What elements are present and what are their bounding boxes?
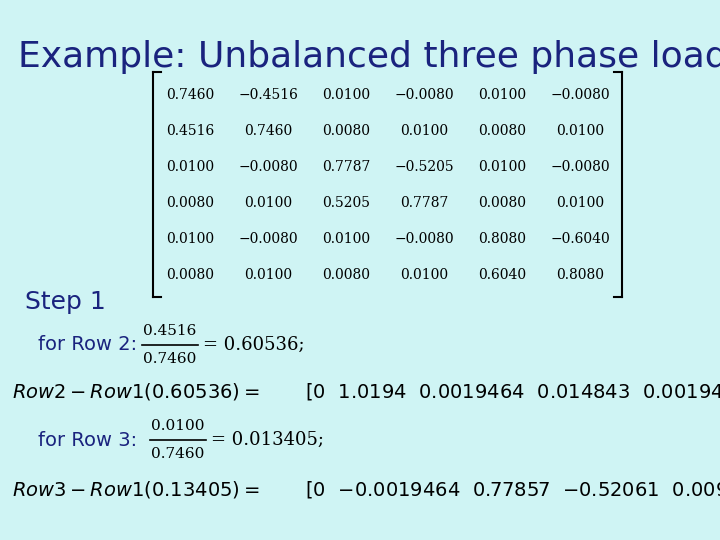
Text: 0.8080: 0.8080 xyxy=(478,232,526,246)
Text: $[0\ \ 1.0194\ \ 0.0019464\ \ 0.014843\ \ 0.0019464\ \ 0.014843]$: $[0\ \ 1.0194\ \ 0.0019464\ \ 0.014843\ … xyxy=(305,381,720,402)
Text: for Row 2:: for Row 2: xyxy=(38,335,137,354)
Text: −0.0080: −0.0080 xyxy=(550,160,610,174)
Text: −0.0080: −0.0080 xyxy=(238,160,298,174)
Text: Example: Unbalanced three phase load: Example: Unbalanced three phase load xyxy=(18,40,720,74)
Text: 0.8080: 0.8080 xyxy=(556,268,604,282)
Text: 0.0100: 0.0100 xyxy=(322,88,370,102)
Text: 0.7460: 0.7460 xyxy=(143,352,197,366)
Text: 0.0100: 0.0100 xyxy=(166,232,214,246)
Text: 0.0080: 0.0080 xyxy=(478,124,526,138)
Text: −0.0080: −0.0080 xyxy=(394,232,454,246)
Text: 0.0100: 0.0100 xyxy=(244,268,292,282)
Text: $\mathit{Row2} - \mathit{Row1}(0.60536) =$: $\mathit{Row2} - \mathit{Row1}(0.60536) … xyxy=(12,381,260,402)
Text: 0.0080: 0.0080 xyxy=(166,268,214,282)
Text: $\mathit{Row3} - \mathit{Row1}(0.13405) =$: $\mathit{Row3} - \mathit{Row1}(0.13405) … xyxy=(12,480,260,501)
Text: 0.4516: 0.4516 xyxy=(143,324,197,338)
Text: 0.0100: 0.0100 xyxy=(400,268,448,282)
Text: 0.0080: 0.0080 xyxy=(322,268,370,282)
Text: 0.0100: 0.0100 xyxy=(478,88,526,102)
Text: 0.0080: 0.0080 xyxy=(322,124,370,138)
Text: −0.0080: −0.0080 xyxy=(550,88,610,102)
Text: 0.6040: 0.6040 xyxy=(478,268,526,282)
Text: 0.0100: 0.0100 xyxy=(166,160,214,174)
Text: 0.0080: 0.0080 xyxy=(478,196,526,210)
Text: 0.7460: 0.7460 xyxy=(166,88,214,102)
Text: 0.7787: 0.7787 xyxy=(322,160,370,174)
Text: 0.0100: 0.0100 xyxy=(556,196,604,210)
Text: −0.5205: −0.5205 xyxy=(394,160,454,174)
Text: 0.7787: 0.7787 xyxy=(400,196,448,210)
Text: 0.0100: 0.0100 xyxy=(400,124,448,138)
Text: −0.6040: −0.6040 xyxy=(550,232,610,246)
Text: 0.5205: 0.5205 xyxy=(322,196,370,210)
Text: −0.4516: −0.4516 xyxy=(238,88,298,102)
Text: 0.0080: 0.0080 xyxy=(166,196,214,210)
Text: = 0.60536;: = 0.60536; xyxy=(203,336,305,354)
Text: = 0.013405;: = 0.013405; xyxy=(211,431,324,449)
Text: −0.0080: −0.0080 xyxy=(394,88,454,102)
Text: 0.7460: 0.7460 xyxy=(244,124,292,138)
Text: 0.4516: 0.4516 xyxy=(166,124,214,138)
Text: 0.0100: 0.0100 xyxy=(151,419,204,433)
Text: 0.0100: 0.0100 xyxy=(556,124,604,138)
Text: 0.0100: 0.0100 xyxy=(322,232,370,246)
Text: 0.7460: 0.7460 xyxy=(151,447,204,461)
Text: −0.0080: −0.0080 xyxy=(238,232,298,246)
Text: for Row 3:: for Row 3: xyxy=(38,430,137,449)
Text: 0.0100: 0.0100 xyxy=(478,160,526,174)
Text: $[0\ \ {-}0.0019464\ \ 0.77857\ \ {-}0.52061\ \ 0.0098660\ \ {-}0.007893]$: $[0\ \ {-}0.0019464\ \ 0.77857\ \ {-}0.5… xyxy=(305,480,720,501)
Text: 0.0100: 0.0100 xyxy=(244,196,292,210)
Text: Step 1: Step 1 xyxy=(25,290,106,314)
